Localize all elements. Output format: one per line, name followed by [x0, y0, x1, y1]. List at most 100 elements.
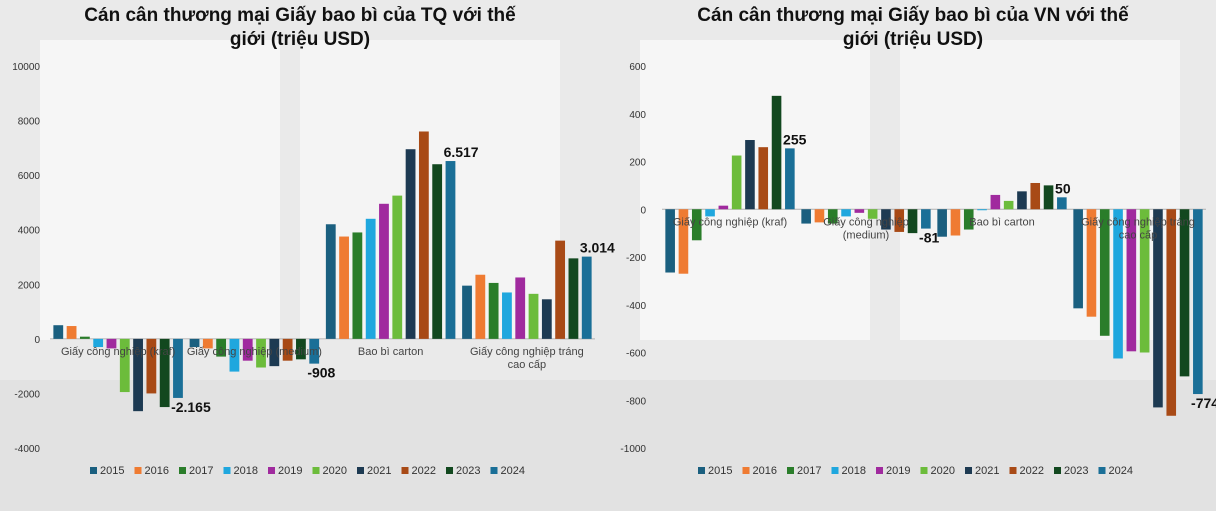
- legend-swatch: [268, 467, 275, 474]
- legend-swatch: [134, 467, 142, 474]
- legend-swatch: [965, 467, 972, 474]
- bar-2015: [189, 338, 200, 348]
- y-tick-label: -1000: [620, 444, 646, 455]
- bar-2018: [841, 209, 851, 217]
- category-label: Giấy công nghiệp tráng cao cấp: [470, 346, 584, 371]
- category-label: Giấy công nghiệp (kraf): [673, 216, 787, 228]
- bar-2016: [66, 326, 77, 339]
- legend-swatch: [446, 467, 453, 474]
- category-label: Giấy công nghiệp tráng cao cấp: [1081, 216, 1195, 241]
- y-tick-label: -4000: [14, 444, 40, 455]
- y-tick-label: -400: [626, 301, 646, 312]
- bar-2021: [745, 140, 755, 210]
- bar-2015: [325, 224, 336, 339]
- bar-2018: [1113, 209, 1123, 359]
- y-tick-label: 10000: [12, 62, 40, 73]
- category-label: Bao bì carton: [358, 346, 423, 358]
- legend-swatch: [1054, 467, 1061, 474]
- bar-2022: [282, 338, 293, 361]
- bar-2019: [854, 209, 865, 213]
- legend-label: 2019: [886, 465, 910, 477]
- data-label: 50: [1055, 180, 1071, 196]
- bar-2024: [581, 256, 592, 339]
- legend-swatch: [698, 467, 705, 474]
- bar-2021: [405, 149, 416, 339]
- bar-2023: [432, 164, 443, 339]
- bar-2024: [173, 338, 183, 398]
- chart-panel-vietnam: Cán cân thương mại Giấy bao bì của VN vớ…: [610, 0, 1216, 511]
- bar-2022: [1166, 209, 1177, 416]
- bar-2020: [392, 195, 403, 339]
- bar-2020: [119, 338, 130, 393]
- bar-2015: [53, 325, 64, 339]
- category-label: Giấy công nghiệp (medium): [187, 346, 322, 358]
- bar-2021: [1017, 191, 1027, 210]
- legend-label: 2023: [456, 465, 480, 477]
- y-tick-label: 0: [640, 205, 646, 216]
- bar-2022: [1030, 182, 1041, 210]
- legend-label: 2018: [842, 465, 866, 477]
- y-tick-label: -600: [626, 349, 646, 360]
- legend-swatch: [1009, 467, 1017, 474]
- legend-label: 2020: [931, 465, 955, 477]
- bar-2018: [365, 218, 376, 339]
- legend-label: 2015: [100, 465, 124, 477]
- bar-2017: [216, 338, 227, 357]
- bar-2020: [1139, 209, 1150, 353]
- data-label: 3.014: [580, 240, 615, 256]
- bar-2021: [133, 338, 143, 412]
- bar-2021: [881, 209, 891, 230]
- legend-swatch: [787, 467, 794, 474]
- bar-2017: [352, 232, 363, 339]
- bar-2017: [963, 209, 974, 230]
- bar-2019: [515, 277, 526, 339]
- y-tick-label: 400: [629, 110, 646, 121]
- y-tick-label: 4000: [18, 226, 41, 237]
- y-tick-label: 200: [629, 158, 646, 169]
- legend-swatch: [223, 467, 231, 474]
- legend-swatch: [1098, 467, 1106, 474]
- y-tick-label: 600: [629, 62, 646, 73]
- bar-2023: [907, 209, 918, 234]
- legend-label: 2020: [323, 465, 347, 477]
- legend-swatch: [357, 467, 364, 474]
- bar-2023: [568, 258, 579, 339]
- bar-2021: [269, 338, 280, 367]
- legend-label: 2021: [367, 465, 391, 477]
- legend-swatch: [742, 467, 750, 474]
- bar-2019: [718, 205, 729, 210]
- chart-title: Cán cân thương mại Giấy bao bì của TQ vớ…: [84, 5, 516, 50]
- bar-2020: [731, 155, 742, 210]
- legend-label: 2024: [501, 465, 525, 477]
- legend-swatch: [920, 467, 928, 474]
- bar-2018: [705, 209, 715, 217]
- category-label: Giấy công nghiệp (medium): [823, 216, 909, 241]
- legend-label: 2019: [278, 465, 302, 477]
- bar-2024: [445, 161, 456, 339]
- bar-2018: [229, 338, 240, 372]
- y-tick-label: -800: [626, 396, 646, 407]
- y-tick-label: -200: [626, 253, 646, 264]
- bar-2023: [1179, 209, 1190, 377]
- bar-2018: [977, 209, 987, 211]
- bar-2016: [339, 236, 349, 339]
- y-tick-label: 2000: [18, 280, 41, 291]
- bar-2019: [990, 194, 1001, 210]
- bar-2022: [758, 147, 769, 210]
- bar-2022: [418, 131, 429, 339]
- bar-2021: [541, 299, 552, 339]
- bar-2020: [256, 338, 266, 368]
- bar-2019: [1126, 209, 1137, 352]
- bar-2015: [1073, 209, 1083, 309]
- bar-2015: [462, 285, 472, 339]
- legend-label: 2021: [975, 465, 999, 477]
- bar-2024: [921, 209, 931, 229]
- bar-2019: [242, 338, 253, 361]
- bar-2024: [1057, 197, 1067, 210]
- bar-2015: [801, 209, 811, 224]
- bar-2024: [785, 148, 795, 210]
- chart-svg: -4000 -2000 0 2000 4000 6000 8000 10000 Giấy côn…: [12, 62, 615, 477]
- bar-2021: [1153, 209, 1163, 408]
- bar-2022: [146, 338, 157, 394]
- bar-2022: [894, 209, 905, 232]
